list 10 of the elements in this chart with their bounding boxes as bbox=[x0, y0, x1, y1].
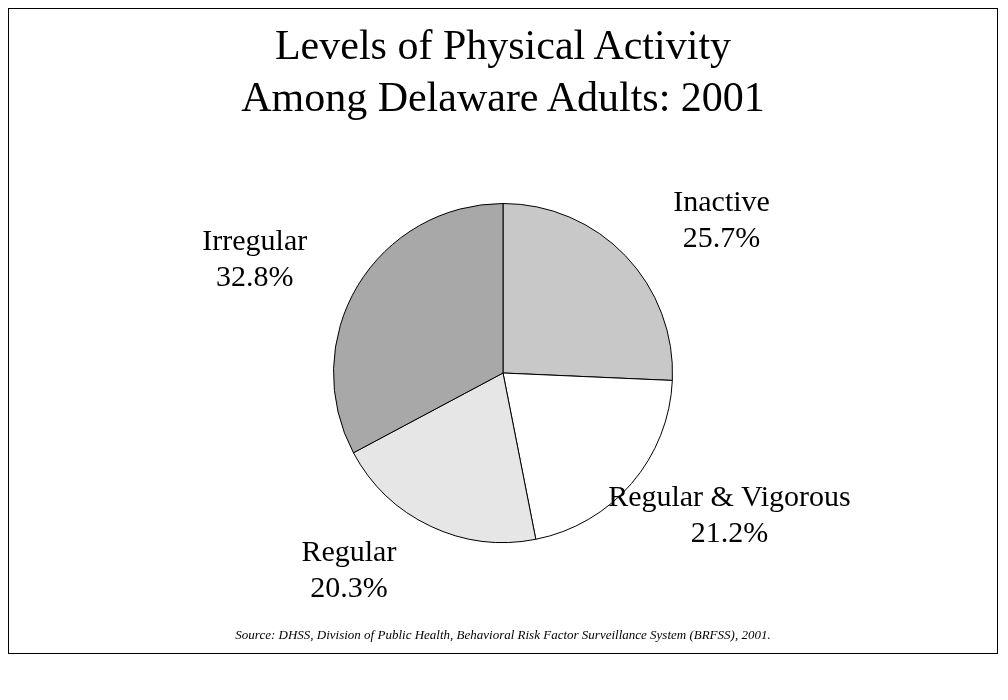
slice-label: Regular & Vigorous bbox=[608, 478, 851, 512]
data-label: 32.8% bbox=[216, 258, 294, 292]
chart-title: Levels of Physical Activity Among Delaware Adults: 2001 bbox=[240, 21, 766, 122]
data-label: 25.7% bbox=[682, 220, 761, 254]
slice-label: Regular bbox=[301, 534, 397, 568]
data-label: 21.2% bbox=[690, 514, 769, 548]
slice-label: Irregular bbox=[202, 222, 308, 256]
data-label: 20.3% bbox=[310, 570, 388, 604]
slice-label: Inactive bbox=[673, 184, 770, 218]
source-note: Source: DHSS, Division of Public Health, Behavioral Risk Factor Surveillance System (BRFSS), 2001. bbox=[234, 626, 772, 644]
